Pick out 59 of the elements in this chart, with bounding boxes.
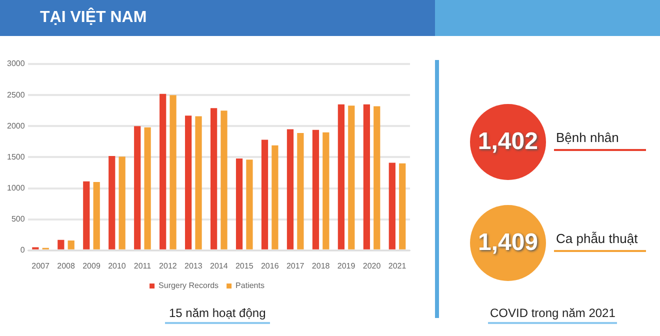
x-tick-label: 2020 [362, 261, 382, 270]
bar [68, 240, 74, 250]
bar [108, 156, 116, 250]
bar [286, 129, 294, 250]
text: COVID trong năm 2021 [488, 306, 618, 324]
bar [220, 110, 228, 250]
bar [246, 160, 253, 250]
bar [322, 132, 330, 250]
x-tick-label: 2011 [134, 261, 152, 270]
bar [297, 132, 304, 250]
bar [399, 163, 406, 250]
x-tick-label: 2014 [210, 261, 228, 270]
x-tick-label: 2012 [159, 261, 178, 270]
bar [144, 127, 151, 250]
bar [185, 116, 192, 250]
bar [348, 106, 355, 250]
bar [118, 156, 126, 250]
y-tick-label: 1500 [7, 152, 26, 162]
bar [312, 130, 320, 250]
y-tick-label: 500 [11, 214, 26, 224]
bar [195, 116, 202, 250]
bar [58, 240, 64, 250]
x-tick-label: 2009 [82, 261, 101, 270]
y-tick-label: 2000 [7, 121, 26, 130]
x-tick-label: 2016 [260, 261, 280, 270]
bar [374, 106, 380, 250]
x-tick-label: 2008 [57, 261, 76, 270]
x-tick-label: 2007 [32, 261, 50, 270]
bar [338, 104, 345, 250]
category-label: Ca phẫu thuật [556, 231, 638, 246]
y-tick-label: 0 [20, 246, 26, 255]
bar [363, 104, 370, 250]
x-axis-title: 15 năm hoạt động [165, 306, 270, 324]
bar [93, 182, 100, 250]
bar [272, 145, 278, 250]
bar [210, 108, 218, 250]
bar [388, 162, 396, 250]
y-tick-label: 1000 [7, 183, 26, 192]
x-tick-label: 2015 [235, 261, 254, 270]
x-tick-label: 2010 [108, 261, 126, 270]
data-label: 1,409 [470, 205, 546, 281]
legend-label: Patients [236, 281, 264, 290]
data-label: 1,402 [470, 104, 546, 180]
category-label: Bệnh nhân [556, 130, 619, 145]
bar [134, 126, 141, 250]
legend-label: Surgery Records [158, 281, 219, 290]
bar [261, 140, 268, 250]
bar [83, 181, 90, 250]
x-tick-label: 2021 [388, 261, 407, 270]
y-tick-label: 2500 [7, 90, 26, 100]
x-tick-label: 2019 [337, 261, 356, 270]
y-tick-label: 3000 [7, 59, 26, 68]
x-tick-label: 2013 [184, 261, 203, 270]
bar [160, 94, 166, 250]
chart-title: TẠI VIỆT NAM [40, 9, 147, 27]
x-tick-label: 2018 [312, 261, 330, 270]
bar [236, 158, 243, 250]
bar [170, 95, 176, 250]
x-tick-label: 2017 [286, 261, 305, 270]
